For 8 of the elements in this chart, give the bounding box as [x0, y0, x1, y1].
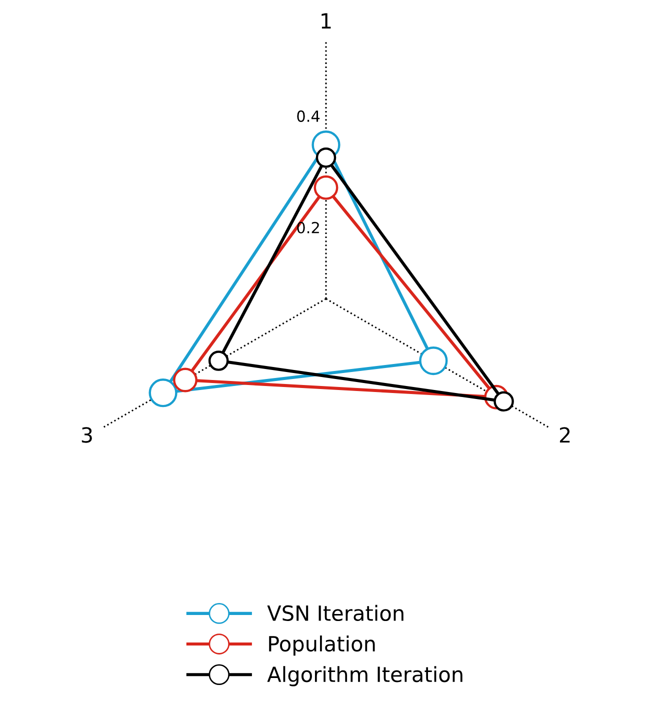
- spoke-label: 2: [560, 427, 570, 443]
- legend-label: Algorithm Iteration: [267, 666, 462, 686]
- legend-label: Population: [269, 635, 375, 656]
- y-tick-label: 0.2: [297, 222, 319, 234]
- y-tick-label: 0.4: [297, 110, 320, 122]
- legend-label: VSN Iteration: [267, 604, 404, 622]
- spoke-label: 3: [82, 427, 92, 443]
- spoke-label: 1: [322, 13, 331, 28]
